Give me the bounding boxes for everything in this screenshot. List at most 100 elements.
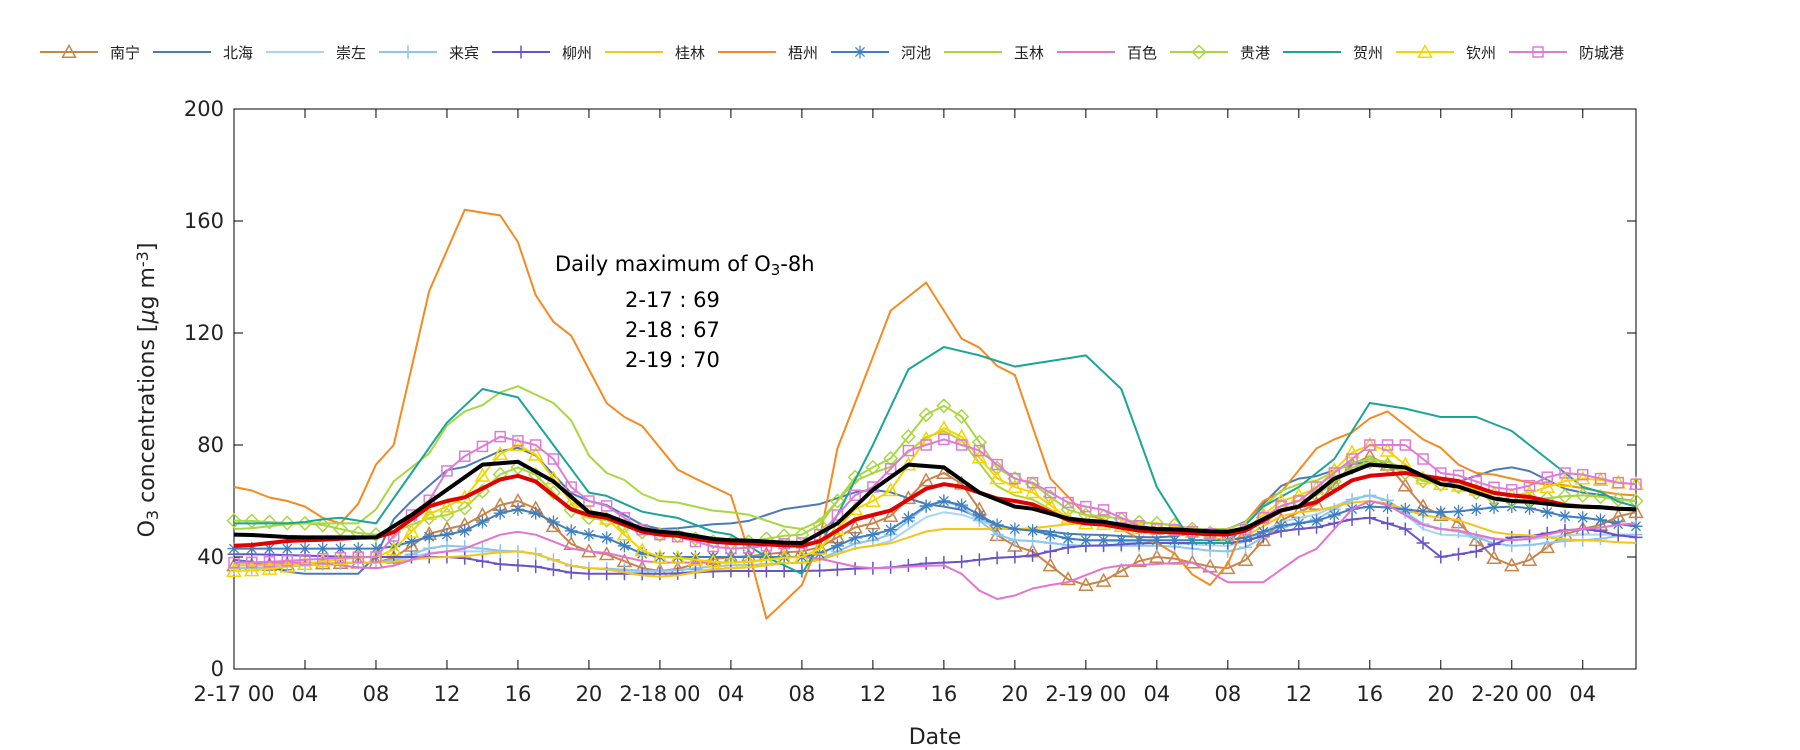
data-point [830, 563, 844, 577]
data-point [564, 524, 578, 538]
legend-marker [1191, 44, 1207, 60]
data-point [227, 542, 241, 556]
legend: 南宁 北海 崇左 来宾 柳州 桂林 梧州 河池 玉林 百色 贵港 贺州 钦州 防城港 [40, 43, 1624, 62]
data-point [742, 550, 756, 564]
data-point [849, 489, 861, 501]
data-point [1594, 472, 1607, 485]
data-point [1346, 453, 1358, 465]
data-point [441, 465, 453, 477]
x-tick-label: 16 [931, 682, 958, 706]
data-point [1611, 528, 1625, 542]
series-line [233, 459, 1637, 545]
x-tick-label: 20 [576, 682, 603, 706]
data-point [1452, 504, 1466, 518]
data-point [546, 515, 560, 529]
y-label-sub: 3 [143, 510, 162, 520]
data-point [1256, 525, 1270, 539]
data-point [582, 528, 596, 542]
data-point [1487, 500, 1501, 514]
data-point [1079, 533, 1093, 547]
data-point [1539, 539, 1556, 554]
series-百色 [234, 500, 1637, 600]
data-point [547, 453, 560, 465]
legend-label: 贵港 [1240, 44, 1270, 62]
data-point [404, 550, 418, 564]
data-point [439, 507, 455, 523]
data-point [1486, 549, 1502, 564]
data-point [1042, 557, 1059, 572]
data-point [1594, 513, 1608, 527]
data-point [458, 450, 471, 462]
data-point [813, 564, 827, 578]
data-point [314, 553, 331, 568]
data-point [1008, 550, 1022, 564]
data-point [351, 542, 365, 556]
data-point [1434, 550, 1448, 564]
data-point [865, 492, 881, 507]
data-point [973, 444, 986, 457]
series-line [233, 427, 1637, 572]
data-point [493, 544, 507, 558]
data-point [403, 523, 420, 538]
legend-label: 梧州 [788, 44, 818, 62]
data-point [333, 542, 347, 556]
legend-marker [61, 43, 77, 58]
y-tick-label: 200 [184, 97, 224, 121]
data-point [1398, 502, 1412, 516]
data-point [298, 542, 312, 556]
legend-marker [853, 45, 867, 59]
data-point [1469, 502, 1483, 516]
data-point [457, 500, 473, 516]
data-point [1239, 531, 1253, 545]
legend-item: 贵港 [1170, 44, 1270, 62]
x-tick-label: 20 [1001, 682, 1028, 706]
data-point [511, 502, 525, 516]
data-point [866, 528, 880, 542]
data-point [1043, 528, 1057, 542]
data-point [352, 551, 364, 563]
data-point [902, 444, 915, 457]
data-point [529, 560, 543, 574]
data-point [1150, 533, 1164, 547]
data-point [299, 554, 311, 566]
data-point [1630, 478, 1642, 490]
annotation: Daily maximum of O3-8h 2-17 : 69 2-18 : … [555, 252, 815, 372]
data-point [263, 556, 276, 568]
data-point [938, 433, 950, 446]
data-point [830, 539, 844, 553]
data-point [1523, 501, 1537, 515]
data-point [937, 556, 951, 570]
data-point [565, 481, 577, 493]
data-point [281, 555, 293, 567]
series-南宁 [226, 448, 1644, 591]
data-point [794, 548, 810, 563]
series-line [233, 208, 1637, 620]
data-point [884, 523, 898, 537]
data-point [315, 517, 331, 533]
x-tick-label: 2-20 00 [1471, 682, 1552, 706]
data-point [458, 551, 472, 565]
data-point [972, 553, 986, 567]
data-point [262, 542, 276, 556]
data-point [387, 540, 401, 554]
data-point [777, 564, 791, 578]
annotation-line: 2-17 : 69 [625, 288, 720, 312]
data-point [1523, 479, 1536, 492]
data-point [279, 515, 295, 531]
x-tick-label: 04 [1569, 682, 1596, 706]
data-point [918, 472, 934, 487]
data-point [1274, 519, 1288, 533]
data-point [1399, 439, 1412, 451]
data-point [439, 498, 455, 513]
data-point [243, 562, 260, 577]
data-point [1364, 439, 1376, 451]
x-tick-label: 08 [363, 682, 390, 706]
data-point [1043, 544, 1057, 558]
series-group [226, 208, 1644, 620]
data-point [316, 542, 330, 556]
data-point [385, 541, 402, 556]
data-point [1344, 444, 1360, 459]
